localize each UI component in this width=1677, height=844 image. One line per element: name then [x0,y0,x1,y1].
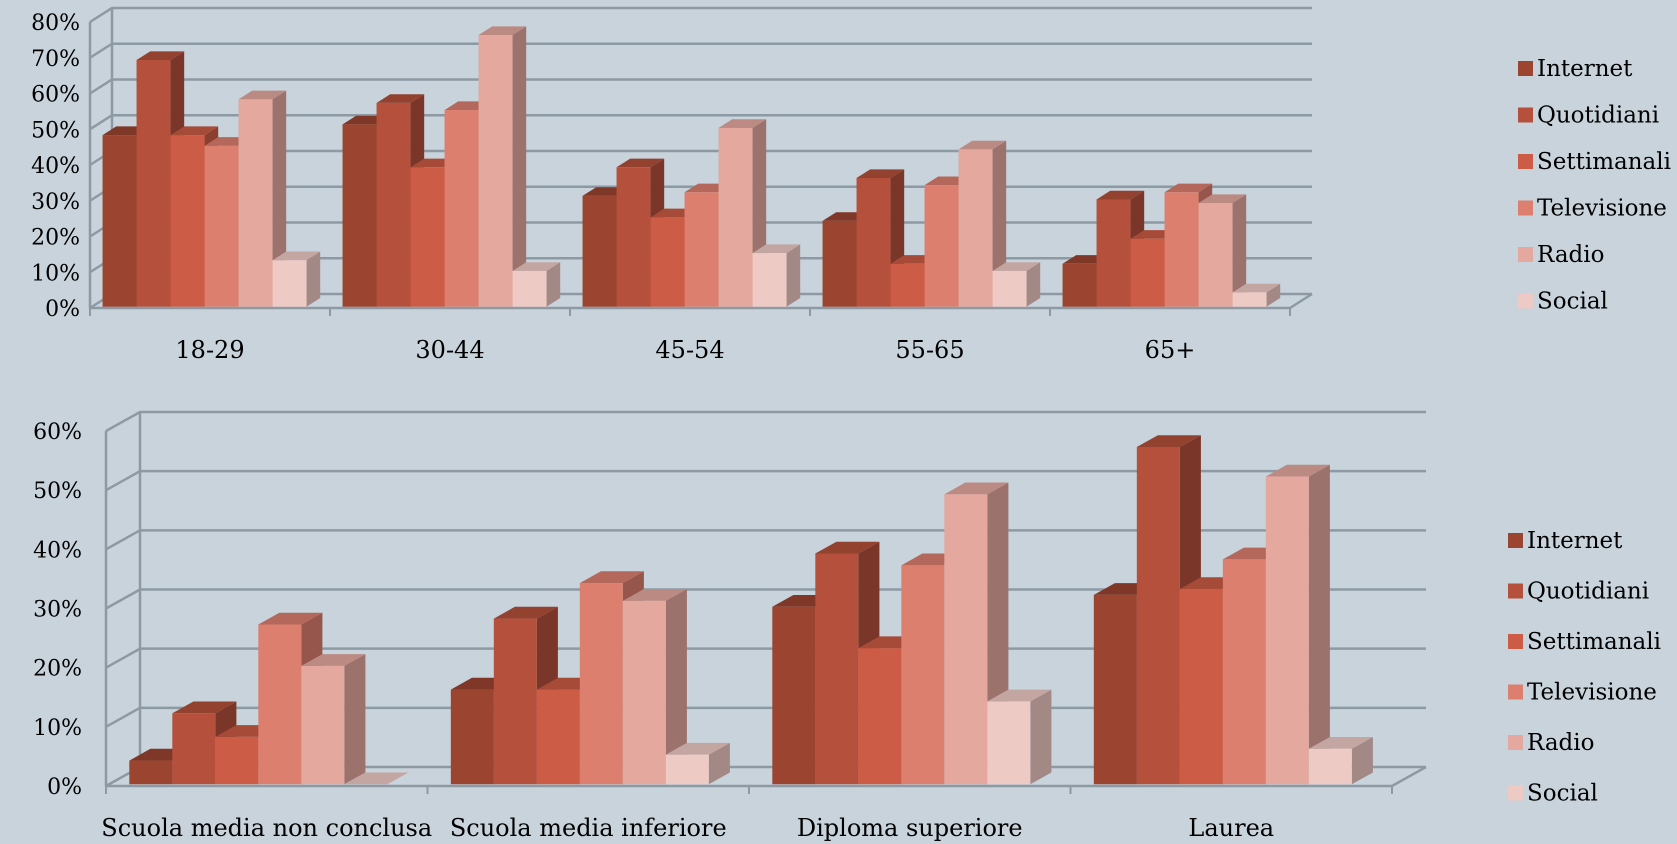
legend-label: Televisione [1527,680,1657,706]
legend-swatch [1518,154,1533,169]
legend-item: Settimanali [1508,629,1661,655]
gridline [105,410,1426,433]
y-tick-label: 40% [33,538,82,563]
gridline [89,78,1312,95]
legend-swatch [1518,293,1533,309]
gridline [105,469,1426,492]
y-tick-label: 0% [45,297,80,322]
legend-item: Internet [1508,528,1623,554]
x-tick-label: 45-54 [655,336,724,364]
legend-swatch [1508,583,1523,599]
bar [136,51,185,307]
legend-label: Settimanali [1537,149,1671,175]
y-tick-label: 30% [33,598,82,623]
bar [478,26,527,307]
y-tick-label: 60% [31,83,80,108]
bar [1198,194,1247,307]
gridline [89,6,1312,24]
legend-swatch [1518,61,1533,76]
legend-item: Settimanali [1518,149,1671,175]
legend-swatch [1508,785,1523,801]
bar [987,689,1052,785]
x-tick-label: Scuola media non conclusa [101,814,432,842]
legend-label: Quotidiani [1527,579,1649,605]
bar [512,262,561,307]
legend-item: Radio [1508,730,1594,756]
gridline [89,114,1312,131]
legend-label: Radio [1527,730,1594,756]
y-tick-label: 0% [47,775,82,800]
floor-edge [1289,292,1313,310]
legend-label: Internet [1537,56,1633,82]
bar [1265,464,1330,785]
x-tick-label: 65+ [1145,336,1196,364]
y-tick-label: 10% [31,261,80,286]
y-tick-label: 20% [33,657,82,682]
legend-label: Social [1527,781,1598,807]
legend-label: Settimanali [1527,629,1661,655]
y-tick-label: 50% [31,118,80,143]
y-tick-label: 10% [33,716,82,741]
bar [752,244,801,307]
chart-by-education: 0% 10% 20% 30% 40% 50% 60% Scuola media non con… [33,410,1661,842]
floor-edge [1391,765,1427,788]
gridline [89,42,1312,59]
y-tick-label: 30% [31,190,80,215]
legend-label: Internet [1527,528,1623,554]
legend-item: Radio [1518,242,1604,268]
legend-swatch [1508,735,1523,750]
x-tick-label: 55-65 [895,336,964,364]
bar [172,701,237,785]
legend-label: Social [1537,289,1608,315]
x-tick-label: Laurea [1188,814,1274,842]
legend-label: Quotidiani [1537,103,1659,129]
y-tick-label: 40% [31,154,80,179]
legend-swatch [1518,200,1533,216]
bar [1232,283,1281,307]
bar [272,251,321,307]
legend-item: Televisione [1518,196,1667,222]
legend-swatch [1508,684,1523,700]
legend-label: Radio [1537,242,1604,268]
y-tick-label: 20% [31,226,80,251]
legend-item: Social [1518,289,1608,315]
legend-swatch [1518,107,1533,123]
legend-item: Internet [1518,56,1633,82]
x-tick-label: Diploma superiore [797,814,1023,842]
x-tick-label: 30-44 [415,336,484,364]
legend-item: Social [1508,781,1598,807]
x-tick-label: 18-29 [175,336,244,364]
bar [1308,736,1373,785]
x-tick-label: Scuola media inferiore [450,814,727,842]
legend-label: Televisione [1537,196,1667,222]
bar [622,589,687,785]
legend-swatch [1518,247,1533,262]
bar [301,654,366,785]
legend-swatch [1508,634,1523,649]
bar [376,94,425,307]
y-tick-label: 70% [31,47,80,72]
y-tick-label: 80% [31,11,80,36]
bar [992,262,1041,307]
bar [665,742,730,785]
bar [958,140,1007,307]
chart-by-age: 0% 10% 20% 30% 40% 50% 60% 70% 80% 18-29 30-44 45-5… [31,6,1671,364]
gridline [105,529,1426,551]
bar [238,90,287,307]
legend-item: Quotidiani [1508,579,1649,605]
bar [344,772,409,785]
legend: Internet Quotidiani Settimanali Televisione… [1518,56,1671,315]
legend-item: Televisione [1508,680,1657,706]
legend-item: Quotidiani [1518,103,1659,129]
legend-swatch [1508,533,1523,548]
legend: Internet Quotidiani Settimanali Televisione… [1508,528,1661,807]
y-tick-label: 50% [33,479,82,504]
y-tick-label: 60% [33,420,82,445]
